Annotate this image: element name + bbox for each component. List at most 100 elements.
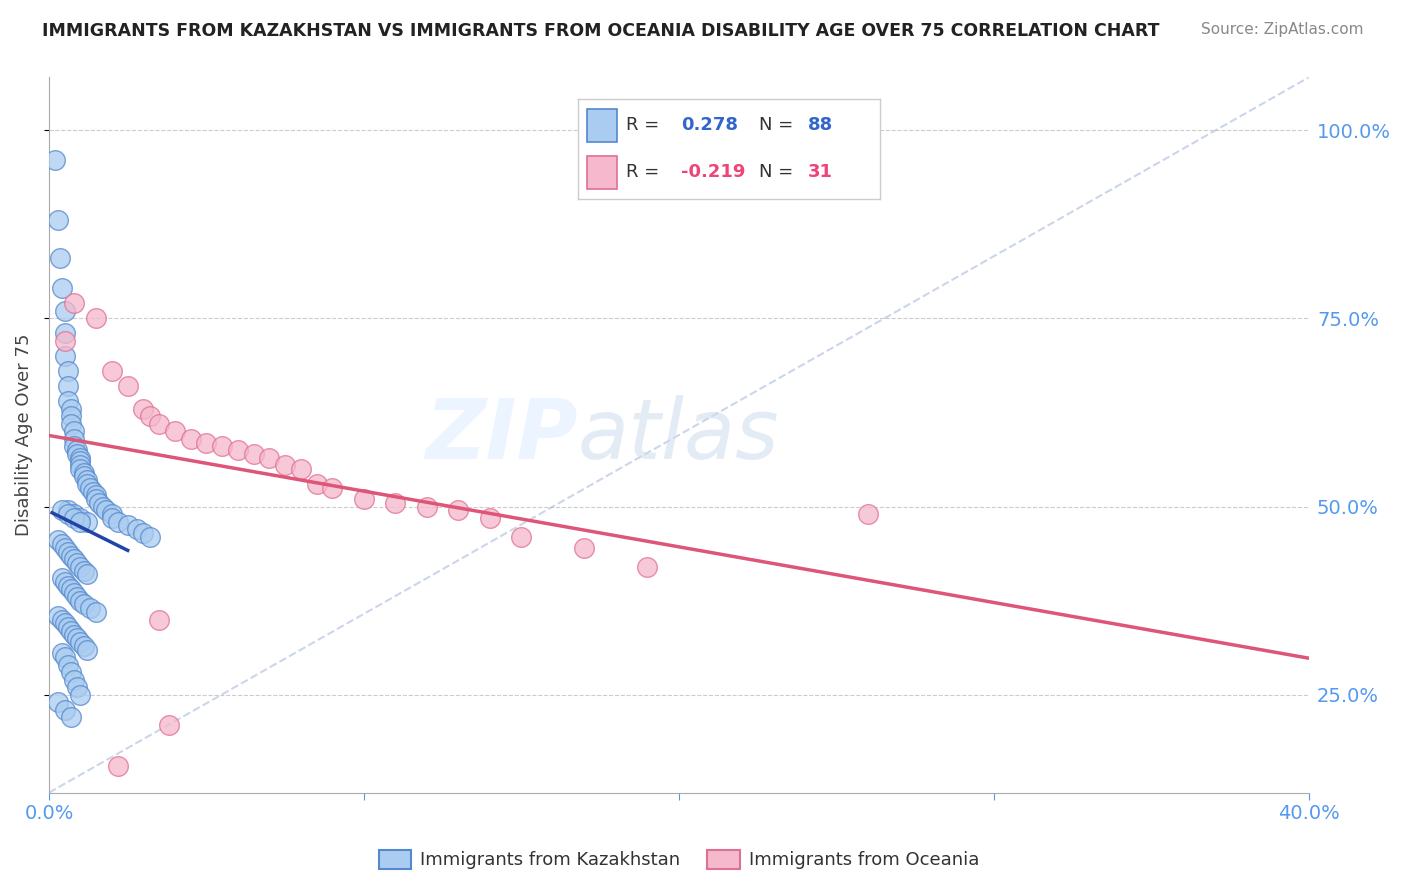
Point [84,605,107,619]
Point [53,541,76,555]
Point [60,624,83,638]
Point [305,477,328,491]
Point [82,484,104,499]
Point [117,518,139,533]
Point [117,379,139,393]
Point [69,515,91,529]
Point [353,491,375,506]
Point [69,688,91,702]
Point [69,462,91,476]
Point [56,507,79,521]
Point [60,710,83,724]
Point [69,511,91,525]
Point [63,296,86,310]
Point [66,632,89,646]
Point [56,620,79,634]
Point [56,364,79,378]
Point [76,515,98,529]
Point [274,458,297,472]
Point [72,564,94,578]
Point [66,590,89,604]
Point [76,567,98,582]
Point [139,409,162,424]
Point [157,718,180,732]
Point [63,586,86,600]
Point [63,425,86,439]
Point [56,657,79,672]
Point [51,537,73,551]
Point [63,627,86,641]
Point [107,759,129,773]
Point [48,213,70,227]
Point [56,545,79,559]
Point [53,650,76,665]
Point [60,417,83,431]
Text: Source: ZipAtlas.com: Source: ZipAtlas.com [1201,22,1364,37]
Point [84,311,107,326]
Point [180,432,202,446]
Point [56,579,79,593]
Text: R =: R = [627,117,665,135]
Point [132,525,155,540]
Point [447,503,470,517]
Point [416,500,439,514]
Point [48,533,70,548]
Point [72,598,94,612]
Bar [588,109,617,142]
Point [66,556,89,570]
Point [51,613,73,627]
Text: N =: N = [759,117,800,135]
Point [148,417,170,431]
Text: -0.219: -0.219 [681,163,745,181]
Point [60,549,83,563]
Text: ZIP: ZIP [426,394,578,475]
Point [107,515,129,529]
Point [53,349,76,363]
Point [89,496,111,510]
Point [53,616,76,631]
Point [76,477,98,491]
Point [163,425,186,439]
Point [69,454,91,468]
Point [148,613,170,627]
Point [66,443,89,458]
Point [856,507,879,521]
Point [259,450,281,465]
Text: 88: 88 [808,117,834,135]
Point [63,432,86,446]
Point [60,409,83,424]
Point [76,642,98,657]
Point [63,552,86,566]
Point [66,680,89,694]
Point [510,530,533,544]
Point [66,447,89,461]
Point [91,500,114,514]
Point [69,559,91,574]
Point [139,530,162,544]
Point [76,473,98,487]
Point [56,503,79,517]
Point [69,593,91,607]
Point [49,251,72,265]
Point [94,503,117,517]
Point [69,450,91,465]
Point [226,443,249,458]
Point [51,281,73,295]
Point [290,462,312,476]
Bar [588,156,617,189]
Point [132,401,155,416]
Point [101,507,124,521]
Point [48,608,70,623]
Point [69,458,91,472]
Point [195,435,218,450]
Point [60,665,83,680]
Point [101,364,124,378]
Point [72,639,94,653]
Text: IMMIGRANTS FROM KAZAKHSTAN VS IMMIGRANTS FROM OCEANIA DISABILITY AGE OVER 75 COR: IMMIGRANTS FROM KAZAKHSTAN VS IMMIGRANTS… [42,22,1160,40]
Point [69,635,91,649]
Point [321,481,343,495]
Point [51,503,73,517]
Point [56,379,79,393]
Text: 31: 31 [808,163,832,181]
Point [636,559,658,574]
